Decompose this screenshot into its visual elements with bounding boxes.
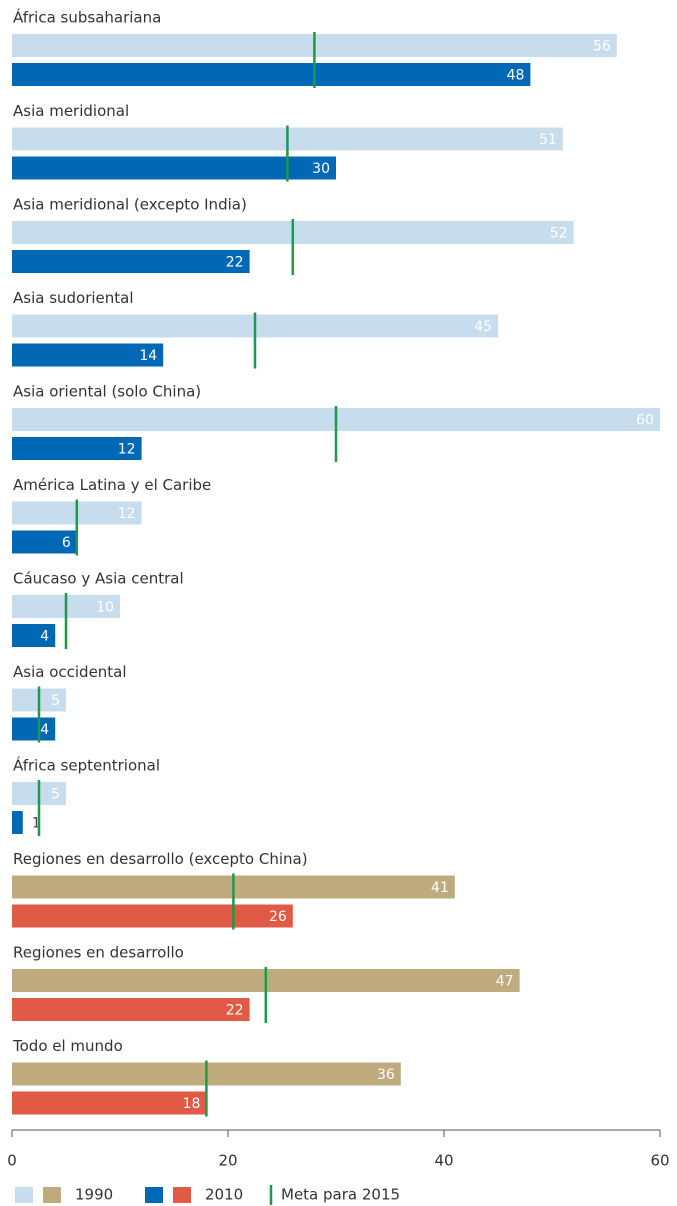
- value-label: 14: [139, 348, 157, 364]
- value-label: 5: [51, 787, 60, 803]
- category-label: Asia oriental (solo China): [13, 383, 201, 401]
- value-label: 30: [312, 161, 330, 177]
- value-label: 52: [550, 226, 568, 242]
- value-label: 4: [40, 629, 49, 645]
- value-label: 22: [226, 255, 244, 271]
- value-label: 47: [496, 974, 514, 990]
- category-label: Asia meridional (excepto India): [13, 196, 247, 214]
- category-label: África septentrional: [13, 756, 160, 775]
- value-label: 6: [62, 535, 71, 551]
- bar: [12, 156, 336, 180]
- bar: [12, 998, 250, 1021]
- value-label: 26: [269, 909, 287, 925]
- category-label: África subsahariana: [13, 8, 161, 27]
- category-label: Regiones en desarrollo (excepto China): [13, 850, 308, 868]
- value-label: 10: [96, 600, 114, 616]
- value-label: 48: [507, 68, 525, 84]
- bar: [12, 811, 23, 834]
- value-label: 45: [474, 319, 492, 335]
- bar: [12, 250, 250, 273]
- category-label: Asia sudoriental: [13, 289, 134, 307]
- value-label: 18: [183, 1096, 201, 1112]
- value-label: 4: [40, 722, 49, 738]
- x-tick-label: 20: [218, 1152, 237, 1170]
- value-label: 12: [118, 442, 136, 458]
- bar: [12, 63, 531, 86]
- legend-swatch: [145, 1187, 163, 1203]
- bar: [12, 343, 164, 367]
- category-label: Asia meridional: [13, 102, 129, 120]
- value-label: 41: [431, 880, 449, 896]
- value-label: 5: [51, 693, 60, 709]
- legend-label: 1990: [75, 1186, 113, 1204]
- legend-swatch: [43, 1187, 61, 1203]
- value-label: 51: [539, 132, 557, 148]
- value-label: 60: [636, 413, 654, 429]
- legend-label: Meta para 2015: [281, 1186, 400, 1204]
- bar: [12, 530, 77, 554]
- legend-label: 2010: [205, 1186, 243, 1204]
- category-label: América Latina y el Caribe: [13, 476, 211, 494]
- category-label: Regiones en desarrollo: [13, 944, 184, 962]
- bar: [12, 904, 293, 928]
- category-label: Todo el mundo: [12, 1037, 123, 1055]
- legend-swatch: [173, 1187, 191, 1203]
- value-label: 22: [226, 1003, 244, 1019]
- x-tick-label: 40: [434, 1152, 453, 1170]
- value-label: 56: [593, 39, 611, 55]
- bar: [12, 717, 56, 741]
- bar: [12, 437, 142, 460]
- x-tick-label: 60: [650, 1152, 669, 1170]
- bar: [12, 624, 56, 647]
- value-label: 36: [377, 1067, 395, 1083]
- category-label: Asia occidental: [13, 663, 127, 681]
- bar: [12, 1091, 207, 1115]
- legend-swatch: [15, 1187, 33, 1203]
- x-tick-label: 0: [7, 1152, 17, 1170]
- category-label: Cáucaso y Asia central: [13, 570, 184, 588]
- value-label: 1: [32, 816, 41, 832]
- value-label: 12: [118, 506, 136, 522]
